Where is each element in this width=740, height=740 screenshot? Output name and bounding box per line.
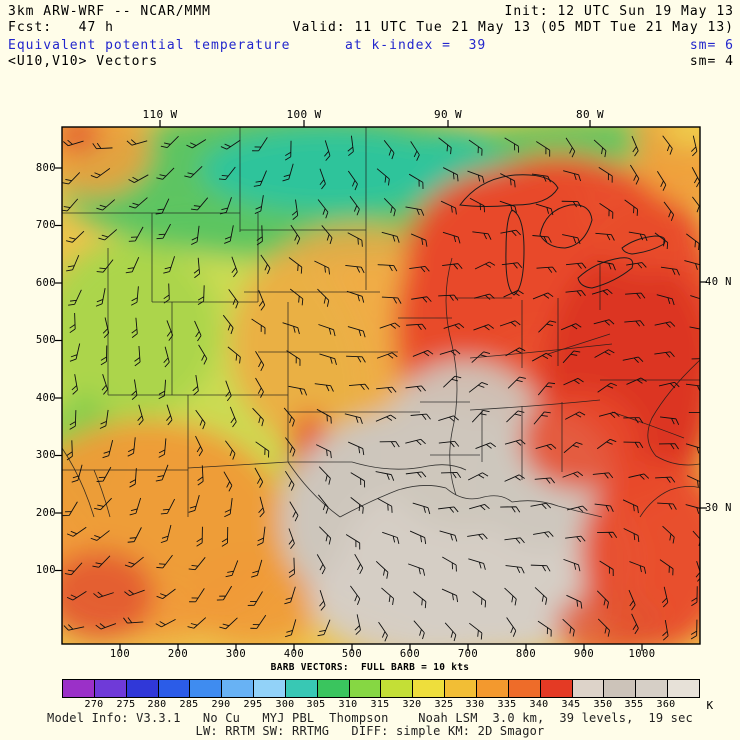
colorbar-cell: [93, 680, 126, 697]
y-axis-label: 700: [35, 219, 56, 231]
colorbar-cell: [444, 680, 476, 697]
axis-ticks: [55, 120, 707, 651]
lat-label: 30 N: [705, 502, 732, 514]
colorbar-cell: [507, 680, 540, 697]
colorbar: [62, 679, 700, 698]
y-axis-label: 100: [35, 564, 56, 576]
level-label: at k-index = 39: [345, 38, 487, 53]
theta-e-field: [62, 127, 700, 644]
lon-label: 100 W: [286, 108, 322, 121]
colorbar-tick: 350: [593, 699, 613, 710]
colorbar-tick: 280: [147, 699, 167, 710]
lon-label: 110 W: [142, 108, 178, 121]
colorbar-cell: [412, 680, 445, 697]
x-axis-label: 300: [225, 648, 247, 660]
colorbar-cell: [125, 680, 158, 697]
x-axis-label: 700: [457, 648, 479, 660]
colorbar-cell: [380, 680, 413, 697]
colorbar-cell: [348, 680, 381, 697]
colorbar-cell: [603, 680, 636, 697]
valid-time: Valid: 11 UTC Tue 21 May 13 (05 MDT Tue …: [292, 20, 734, 35]
y-axis-label: 300: [35, 449, 56, 461]
colorbar-tick: 300: [275, 699, 295, 710]
colorbar-cell: [189, 680, 222, 697]
great-lakes: [459, 174, 666, 296]
colorbar-cell: [63, 680, 94, 697]
y-axis-label: 200: [35, 507, 56, 519]
model-title: 3km ARW-WRF -- NCAR/MMM: [8, 4, 212, 19]
forecast-hour: Fcst: 47 h: [8, 20, 114, 35]
colorbar-cell: [221, 680, 254, 697]
x-axis-label: 900: [573, 648, 595, 660]
colorbar-unit: K: [706, 699, 714, 712]
x-axis-label: 600: [399, 648, 421, 660]
field-title: Equivalent potential temperature: [8, 38, 291, 53]
colorbar-tick: 360: [656, 699, 676, 710]
colorbar-tick: 295: [243, 699, 263, 710]
colorbar-tick: 330: [465, 699, 485, 710]
plot-border: [61, 126, 701, 645]
colorbar-cell: [157, 680, 190, 697]
lon-label: 90 W: [433, 108, 463, 121]
model-info-line2: LW: RRTM SW: RRTMG DIFF: simple KM: 2D S…: [195, 724, 545, 738]
colorbar-cell: [539, 680, 572, 697]
x-axis-label: 400: [283, 648, 305, 660]
x-axis-label: 1000: [628, 648, 656, 660]
x-axis-label: 500: [341, 648, 363, 660]
colorbar-tick: 270: [84, 699, 104, 710]
y-axis-label: 600: [35, 277, 56, 289]
x-axis-label: 100: [109, 648, 131, 660]
colorbar-tick: 275: [116, 699, 136, 710]
colorbar-cell: [635, 680, 668, 697]
colorbar-cell: [253, 680, 285, 697]
lat-label: 40 N: [705, 276, 732, 288]
colorbar-tick: 320: [402, 699, 422, 710]
wind-barbs: [62, 135, 700, 642]
colorbar-tick: 340: [529, 699, 549, 710]
colorbar-tick: 345: [561, 699, 581, 710]
colorbar-cell: [284, 680, 317, 697]
colorbar-tick: 335: [497, 699, 517, 710]
smoothing-top: sm= 6: [689, 38, 734, 53]
colorbar-tick: 310: [338, 699, 358, 710]
x-axis-label: 200: [167, 648, 189, 660]
lon-label: 80 W: [575, 108, 605, 121]
colorbar-tick: 315: [370, 699, 390, 710]
y-axis-label: 800: [35, 162, 56, 174]
smoothing-bottom: sm= 4: [689, 54, 734, 69]
barb-caption: BARB VECTORS: FULL BARB = 10 kts: [270, 662, 470, 673]
y-axis-label: 400: [35, 392, 56, 404]
colorbar-cell: [475, 680, 508, 697]
colorbar-tick: 290: [211, 699, 231, 710]
colorbar-cell: [316, 680, 349, 697]
init-time: Init: 12 UTC Sun 19 May 13: [504, 4, 734, 19]
y-axis-label: 500: [35, 334, 56, 346]
colorbar-tick: 355: [624, 699, 644, 710]
vector-label: <U10,V10> Vectors: [8, 54, 159, 69]
model-info-line1: Model Info: V3.3.1 No Cu MYJ PBL Thompso…: [47, 711, 693, 725]
colorbar-tick: 285: [179, 699, 199, 710]
colorbar-tick: 305: [306, 699, 326, 710]
colorbar-cell: [571, 680, 604, 697]
colorbar-tick: 325: [434, 699, 454, 710]
x-axis-label: 800: [515, 648, 537, 660]
colorbar-cell: [667, 680, 699, 697]
